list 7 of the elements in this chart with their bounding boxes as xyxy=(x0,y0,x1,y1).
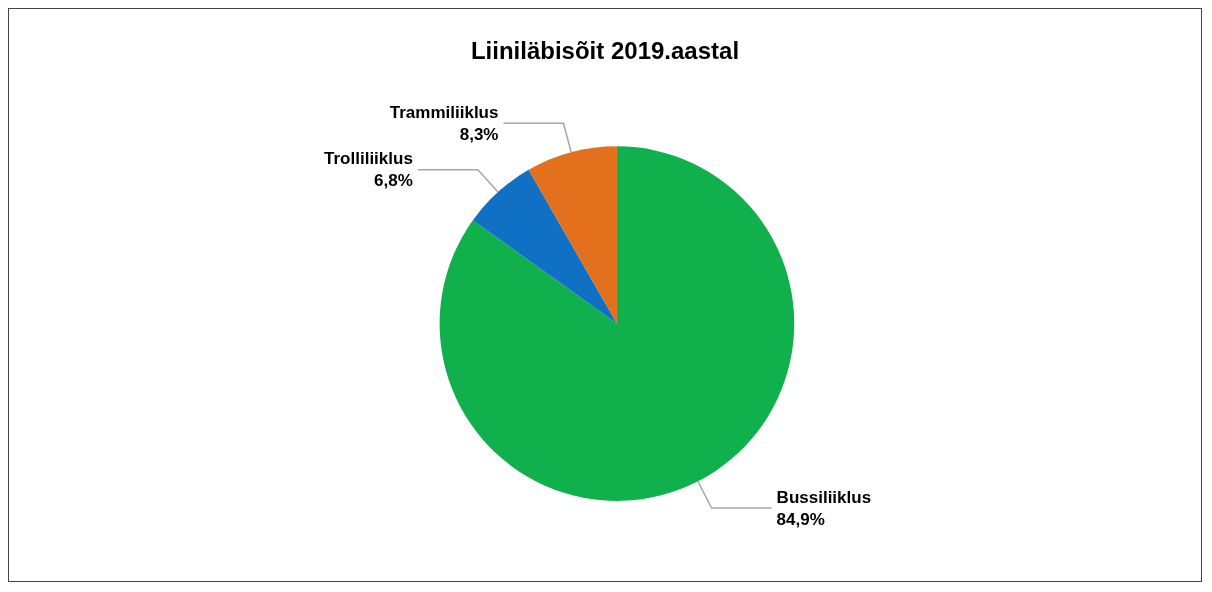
chart-title: Liiniläbisõit 2019.aastal xyxy=(470,36,740,64)
data-label: 8,3% xyxy=(459,124,499,144)
data-label: 6,8% xyxy=(374,171,413,191)
slice-label: Bussiliiklus xyxy=(776,487,872,507)
slice-label: Trolliliiklus xyxy=(324,149,413,169)
data-label: 84,9% xyxy=(776,509,825,529)
slice-label: Trammiliiklus xyxy=(389,102,499,122)
